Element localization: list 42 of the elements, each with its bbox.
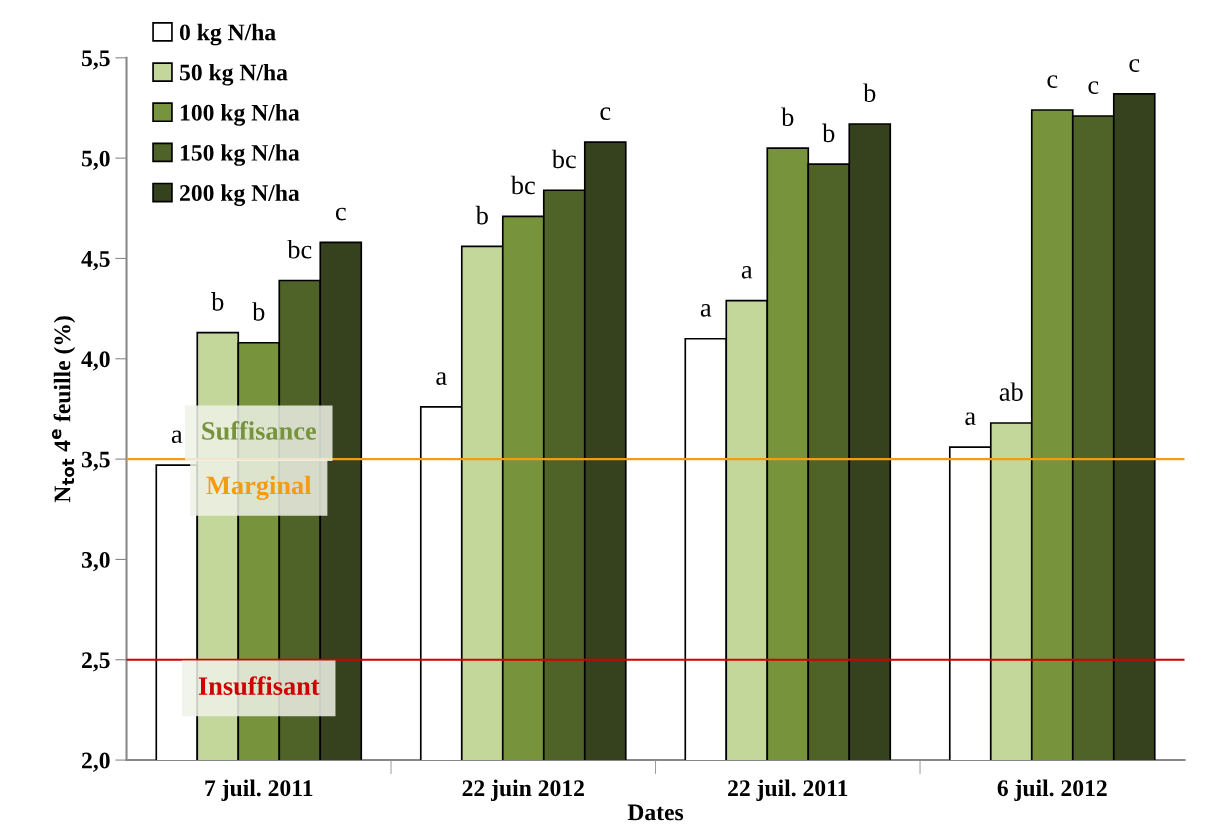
legend-label: 0 kg N/ha	[179, 23, 276, 46]
data-label: bc	[287, 239, 312, 259]
data-label: a	[965, 412, 976, 426]
data-label: b	[211, 292, 224, 311]
data-label: c	[335, 207, 346, 221]
x-tick-label: 6 juil. 2012	[997, 779, 1107, 801]
data-label: a	[700, 304, 712, 317]
y-tick-label: 4,5	[81, 251, 110, 271]
x-tick-label: 7 juil. 2011	[205, 779, 313, 801]
data-label: c	[1047, 75, 1058, 88]
y-tick-label: 3,0	[81, 551, 110, 572]
legend-label: 50 kg N/ha	[179, 63, 288, 86]
y-axis-title: N$_{tot}$ 4$^{e}$ feuille (%)	[51, 316, 76, 503]
y-tick-label: 3,5	[81, 451, 110, 471]
data-label: a	[171, 430, 183, 444]
legend-label: 150 kg N/ha	[180, 144, 300, 166]
data-label: bc	[510, 175, 535, 195]
data-label: bc	[551, 149, 576, 169]
data-label: b	[781, 107, 794, 127]
y-tick-label: 2,0	[82, 752, 110, 772]
y-tick-label: 5,5	[81, 50, 110, 70]
y-tick-label: 5,0	[81, 150, 110, 170]
x-tick-label: 22 juil. 2011	[728, 779, 848, 801]
ref-line-label: Insuffisant	[198, 676, 320, 696]
data-label: ab	[999, 382, 1023, 401]
legend-label: 100 kg N/ha	[180, 104, 300, 126]
data-label: a	[436, 372, 447, 385]
y-tick-label: 4,0	[81, 351, 110, 371]
data-label: b	[822, 123, 835, 143]
data-label: b	[475, 205, 488, 225]
legend-label: 200 kg N/ha	[180, 184, 300, 206]
data-label: c	[1088, 81, 1099, 94]
ref-line-label: Marginal	[206, 475, 312, 500]
data-label: c	[600, 107, 611, 121]
x-axis-title: Dates	[627, 804, 684, 821]
x-tick-label: 22 juin 2012	[462, 779, 584, 801]
data-label: b	[863, 83, 876, 103]
data-label: b	[252, 302, 265, 321]
data-label: c	[1129, 59, 1140, 72]
data-label: a	[741, 265, 753, 279]
y-tick-label: 2,5	[82, 652, 110, 672]
annotation: Suffisance	[202, 421, 316, 440]
